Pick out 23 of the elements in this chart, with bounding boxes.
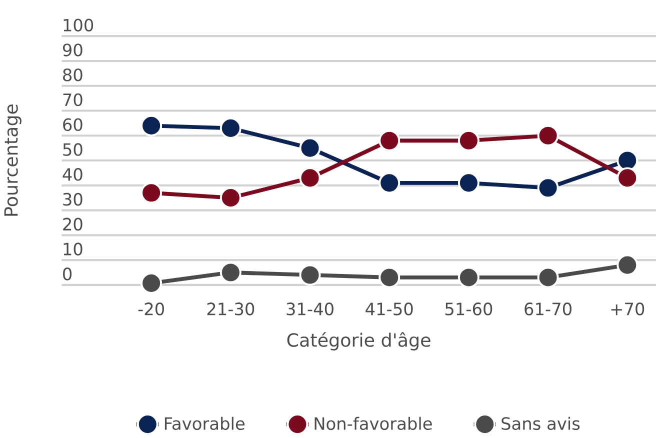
y-tick-label: 90	[62, 44, 82, 56]
x-tick-label: 51-60	[445, 302, 492, 316]
legend-label: Favorable	[164, 416, 244, 430]
y-tick-label: 50	[63, 143, 82, 156]
y-tick-label: 100	[64, 18, 94, 32]
y-tick-label: 70	[63, 93, 82, 106]
x-axis-title: Catégorie d'âge	[287, 332, 430, 350]
y-tick-label: 80	[63, 68, 82, 82]
y-tick-label: 20	[63, 218, 82, 231]
y-tick-label: 60	[63, 118, 82, 131]
x-tick-label: -20	[138, 302, 164, 316]
legend-label: Non-favorable	[314, 416, 432, 430]
x-tick-label: 21-30	[207, 302, 254, 316]
y-tick-label: 10	[64, 242, 82, 256]
y-axis-title: Pourcentage	[4, 104, 22, 216]
x-tick-label: 31-40	[286, 302, 334, 316]
x-tick-label: +70	[611, 302, 644, 316]
legend-label: Sans avis	[502, 416, 580, 430]
x-tick-label: 61-70	[524, 302, 572, 316]
y-tick-label: 40	[62, 168, 82, 181]
y-tick-label: 0	[63, 267, 72, 280]
y-tick-label: 30	[63, 192, 82, 206]
x-tick-label: 41-50	[366, 302, 413, 316]
